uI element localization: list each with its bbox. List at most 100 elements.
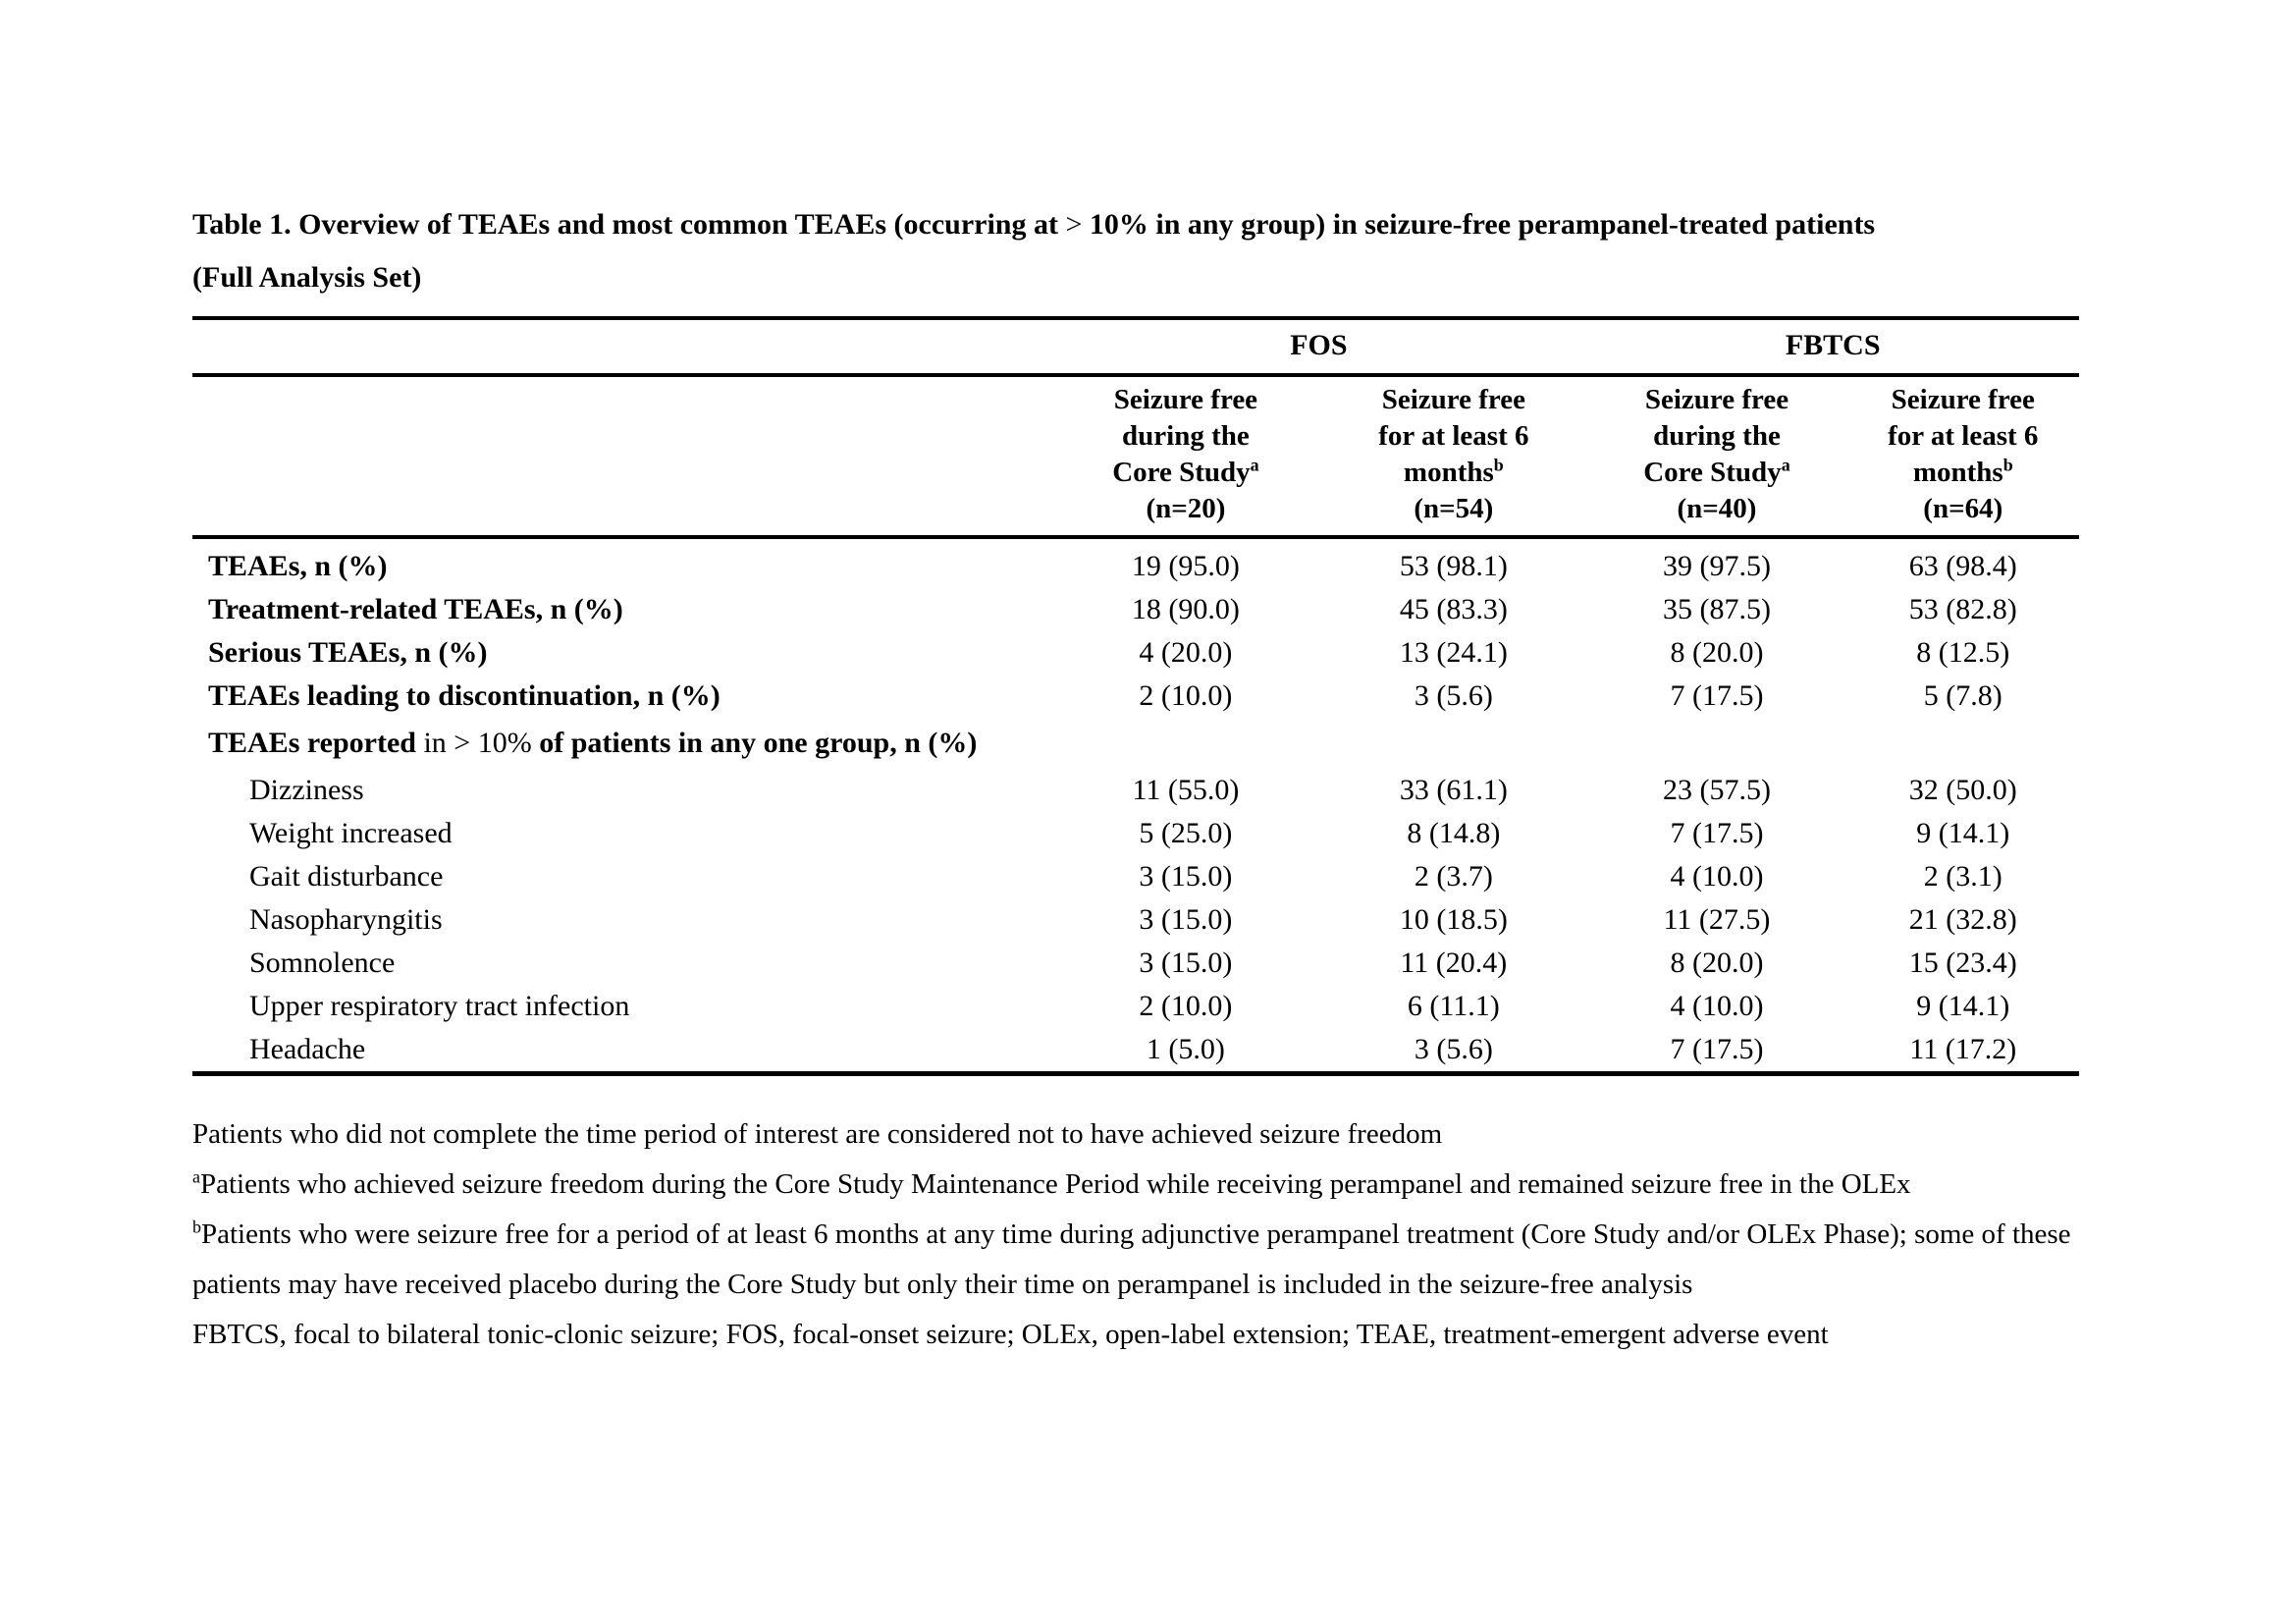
table-row: Gait disturbance 3 (15.0) 2 (3.7) 4 (10.0) 2… bbox=[192, 855, 2079, 898]
table-row: Dizziness 11 (55.0) 33 (61.1) 23 (57.5) 32 (… bbox=[192, 769, 2079, 812]
table-title-part: Table 1. Overview of TEAEs and most comm… bbox=[192, 208, 1066, 241]
cell-value: 2 (10.0) bbox=[1139, 990, 1233, 1022]
cell-value: 8 (20.0) bbox=[1670, 636, 1764, 669]
cell-value: 39 (97.5) bbox=[1662, 550, 1771, 582]
table-row: Somnolence 3 (15.0) 11 (20.4) 8 (20.0) 15 (2… bbox=[192, 942, 2079, 985]
table-title-part: 10% in any group) in seizure-free peramp… bbox=[1082, 208, 1876, 241]
cell-value: 23 (57.5) bbox=[1662, 774, 1771, 806]
table-row: Weight increased 5 (25.0) 8 (14.8) 7 (17.5)… bbox=[192, 812, 2079, 855]
column-header-line: Seizure free bbox=[1113, 384, 1258, 415]
footnotes: Patients who did not complete the time p… bbox=[192, 1110, 2079, 1360]
group-header-row: FOS FBTCS bbox=[192, 318, 2079, 375]
column-header-line: months bbox=[1403, 457, 1494, 488]
column-header-row: Seizure free during the Core Studya (n=20) … bbox=[192, 375, 2079, 537]
cell-value: 32 (50.0) bbox=[1908, 774, 2017, 806]
table-row: TEAEs reported in > 10% of patients in a… bbox=[192, 718, 2079, 769]
row-label-part: in > 10% bbox=[423, 727, 540, 759]
cell-value: 10 (18.5) bbox=[1399, 903, 1508, 936]
cell-value: 4 (10.0) bbox=[1670, 860, 1764, 893]
footnote-text: Patients who were seizure free for a per… bbox=[192, 1218, 2071, 1300]
row-label: TEAEs reported in > 10% of patients in a… bbox=[192, 718, 2079, 769]
column-header-line: Seizure free bbox=[1644, 384, 1789, 415]
cell-value: 21 (32.8) bbox=[1908, 903, 2017, 936]
row-label: Serious TEAEs, n (%) bbox=[208, 636, 488, 669]
row-label: Upper respiratory tract infection bbox=[249, 990, 630, 1022]
row-label: Gait disturbance bbox=[249, 860, 444, 893]
cell-value: 7 (17.5) bbox=[1670, 1033, 1764, 1065]
cell-value: 19 (95.0) bbox=[1131, 550, 1240, 582]
cell-value: 63 (98.4) bbox=[1908, 550, 2017, 582]
row-label: Weight increased bbox=[249, 817, 453, 849]
cell-value: 3 (5.6) bbox=[1414, 1033, 1493, 1065]
cell-value: 18 (90.0) bbox=[1131, 593, 1240, 625]
cell-value: 8 (20.0) bbox=[1670, 947, 1764, 979]
table-title-line1: Table 1. Overview of TEAEs and most comm… bbox=[192, 198, 2079, 251]
table-title-line2: (Full Analysis Set) bbox=[192, 261, 422, 294]
column-header-line: Seizure free bbox=[1891, 384, 2035, 415]
row-label: Dizziness bbox=[249, 774, 364, 806]
cell-value: 3 (15.0) bbox=[1139, 860, 1233, 893]
column-n-label: (n=54) bbox=[1414, 493, 1494, 524]
footnote-marker: b bbox=[1493, 455, 1504, 475]
column-n-label: (n=40) bbox=[1677, 493, 1757, 524]
column-header-fbtcs-core-study: Seizure free during the Core Studya (n=40) bbox=[1586, 375, 1846, 537]
cell-value: 9 (14.1) bbox=[1916, 817, 2010, 849]
cell-value: 15 (23.4) bbox=[1908, 947, 2017, 979]
cell-value: 9 (14.1) bbox=[1916, 990, 2010, 1022]
cell-value: 8 (12.5) bbox=[1916, 636, 2010, 669]
group-header-fbtcs: FBTCS bbox=[1785, 329, 1881, 361]
cell-value: 2 (3.1) bbox=[1923, 860, 2002, 893]
table-title: Table 1. Overview of TEAEs and most comm… bbox=[192, 198, 2079, 304]
table-row: Headache 1 (5.0) 3 (5.6) 7 (17.5) 11 (17.2) bbox=[192, 1028, 2079, 1074]
footnote-marker: a bbox=[192, 1166, 200, 1187]
column-header-fbtcs-6-months: Seizure free for at least 6 monthsb (n=64) bbox=[1847, 375, 2079, 537]
row-label: Treatment-related TEAEs, n (%) bbox=[208, 593, 623, 625]
column-header-line: for at least 6 bbox=[1888, 420, 2039, 452]
row-label: Headache bbox=[249, 1033, 366, 1065]
row-label-part: TEAEs reported bbox=[208, 727, 424, 759]
cell-value: 5 (7.8) bbox=[1923, 679, 2002, 712]
cell-value: 7 (17.5) bbox=[1670, 817, 1764, 849]
column-header-line: during the bbox=[1653, 420, 1781, 452]
column-header-fos-core-study: Seizure free during the Core Studya (n=20) bbox=[1051, 375, 1321, 537]
row-label-part: of patients in any one group, n (%) bbox=[539, 727, 978, 759]
cell-value: 53 (98.1) bbox=[1399, 550, 1508, 582]
table-row: Nasopharyngitis 3 (15.0) 10 (18.5) 11 (27.5… bbox=[192, 898, 2079, 942]
footnote-text: FBTCS, focal to bilateral tonic-clonic s… bbox=[192, 1319, 1829, 1350]
cell-value: 13 (24.1) bbox=[1399, 636, 1508, 669]
cell-value: 4 (20.0) bbox=[1139, 636, 1233, 669]
group-header-fos: FOS bbox=[1290, 329, 1348, 361]
row-label: TEAEs leading to discontinuation, n (%) bbox=[208, 679, 721, 712]
cell-value: 5 (25.0) bbox=[1139, 817, 1233, 849]
footnote-marker: a bbox=[1781, 455, 1790, 475]
column-header-line: during the bbox=[1122, 420, 1250, 452]
cell-value: 1 (5.0) bbox=[1146, 1033, 1225, 1065]
table-row: TEAEs, n (%) 19 (95.0) 53 (98.1) 39 (97.5) 6… bbox=[192, 537, 2079, 588]
footnote: bPatients who were seizure free for a pe… bbox=[192, 1210, 2079, 1310]
footnote-marker: a bbox=[1250, 455, 1259, 475]
cell-value: 3 (15.0) bbox=[1139, 903, 1233, 936]
cell-value: 11 (17.2) bbox=[1909, 1033, 2017, 1065]
column-header-line: Core Study bbox=[1112, 457, 1251, 488]
row-label: Somnolence bbox=[249, 947, 396, 979]
page: Table 1. Overview of TEAEs and most comm… bbox=[192, 198, 2079, 1360]
footnote-text: Patients who did not complete the time p… bbox=[192, 1118, 1443, 1150]
cell-value: 2 (3.7) bbox=[1414, 860, 1493, 893]
footnote: aPatients who achieved seizure freedom d… bbox=[192, 1160, 2079, 1210]
footnote-marker: b bbox=[192, 1217, 201, 1237]
column-header-line: Core Study bbox=[1643, 457, 1782, 488]
cell-value: 3 (5.6) bbox=[1414, 679, 1493, 712]
table-title-gt-symbol: > bbox=[1065, 208, 1083, 241]
column-header-fos-6-months: Seizure free for at least 6 monthsb (n=54) bbox=[1320, 375, 1586, 537]
column-header-line: months bbox=[1912, 457, 2003, 488]
cell-value: 3 (15.0) bbox=[1139, 947, 1233, 979]
cell-value: 53 (82.8) bbox=[1908, 593, 2017, 625]
stub-cell bbox=[192, 375, 1051, 537]
column-header-line: for at least 6 bbox=[1378, 420, 1529, 452]
table-row: Serious TEAEs, n (%) 4 (20.0) 13 (24.1) 8 (… bbox=[192, 631, 2079, 675]
cell-value: 45 (83.3) bbox=[1399, 593, 1508, 625]
column-header-line: Seizure free bbox=[1381, 384, 1525, 415]
column-n-label: (n=20) bbox=[1146, 493, 1226, 524]
footnote-text: Patients who achieved seizure freedom du… bbox=[199, 1168, 1911, 1200]
cell-value: 11 (20.4) bbox=[1400, 947, 1508, 979]
